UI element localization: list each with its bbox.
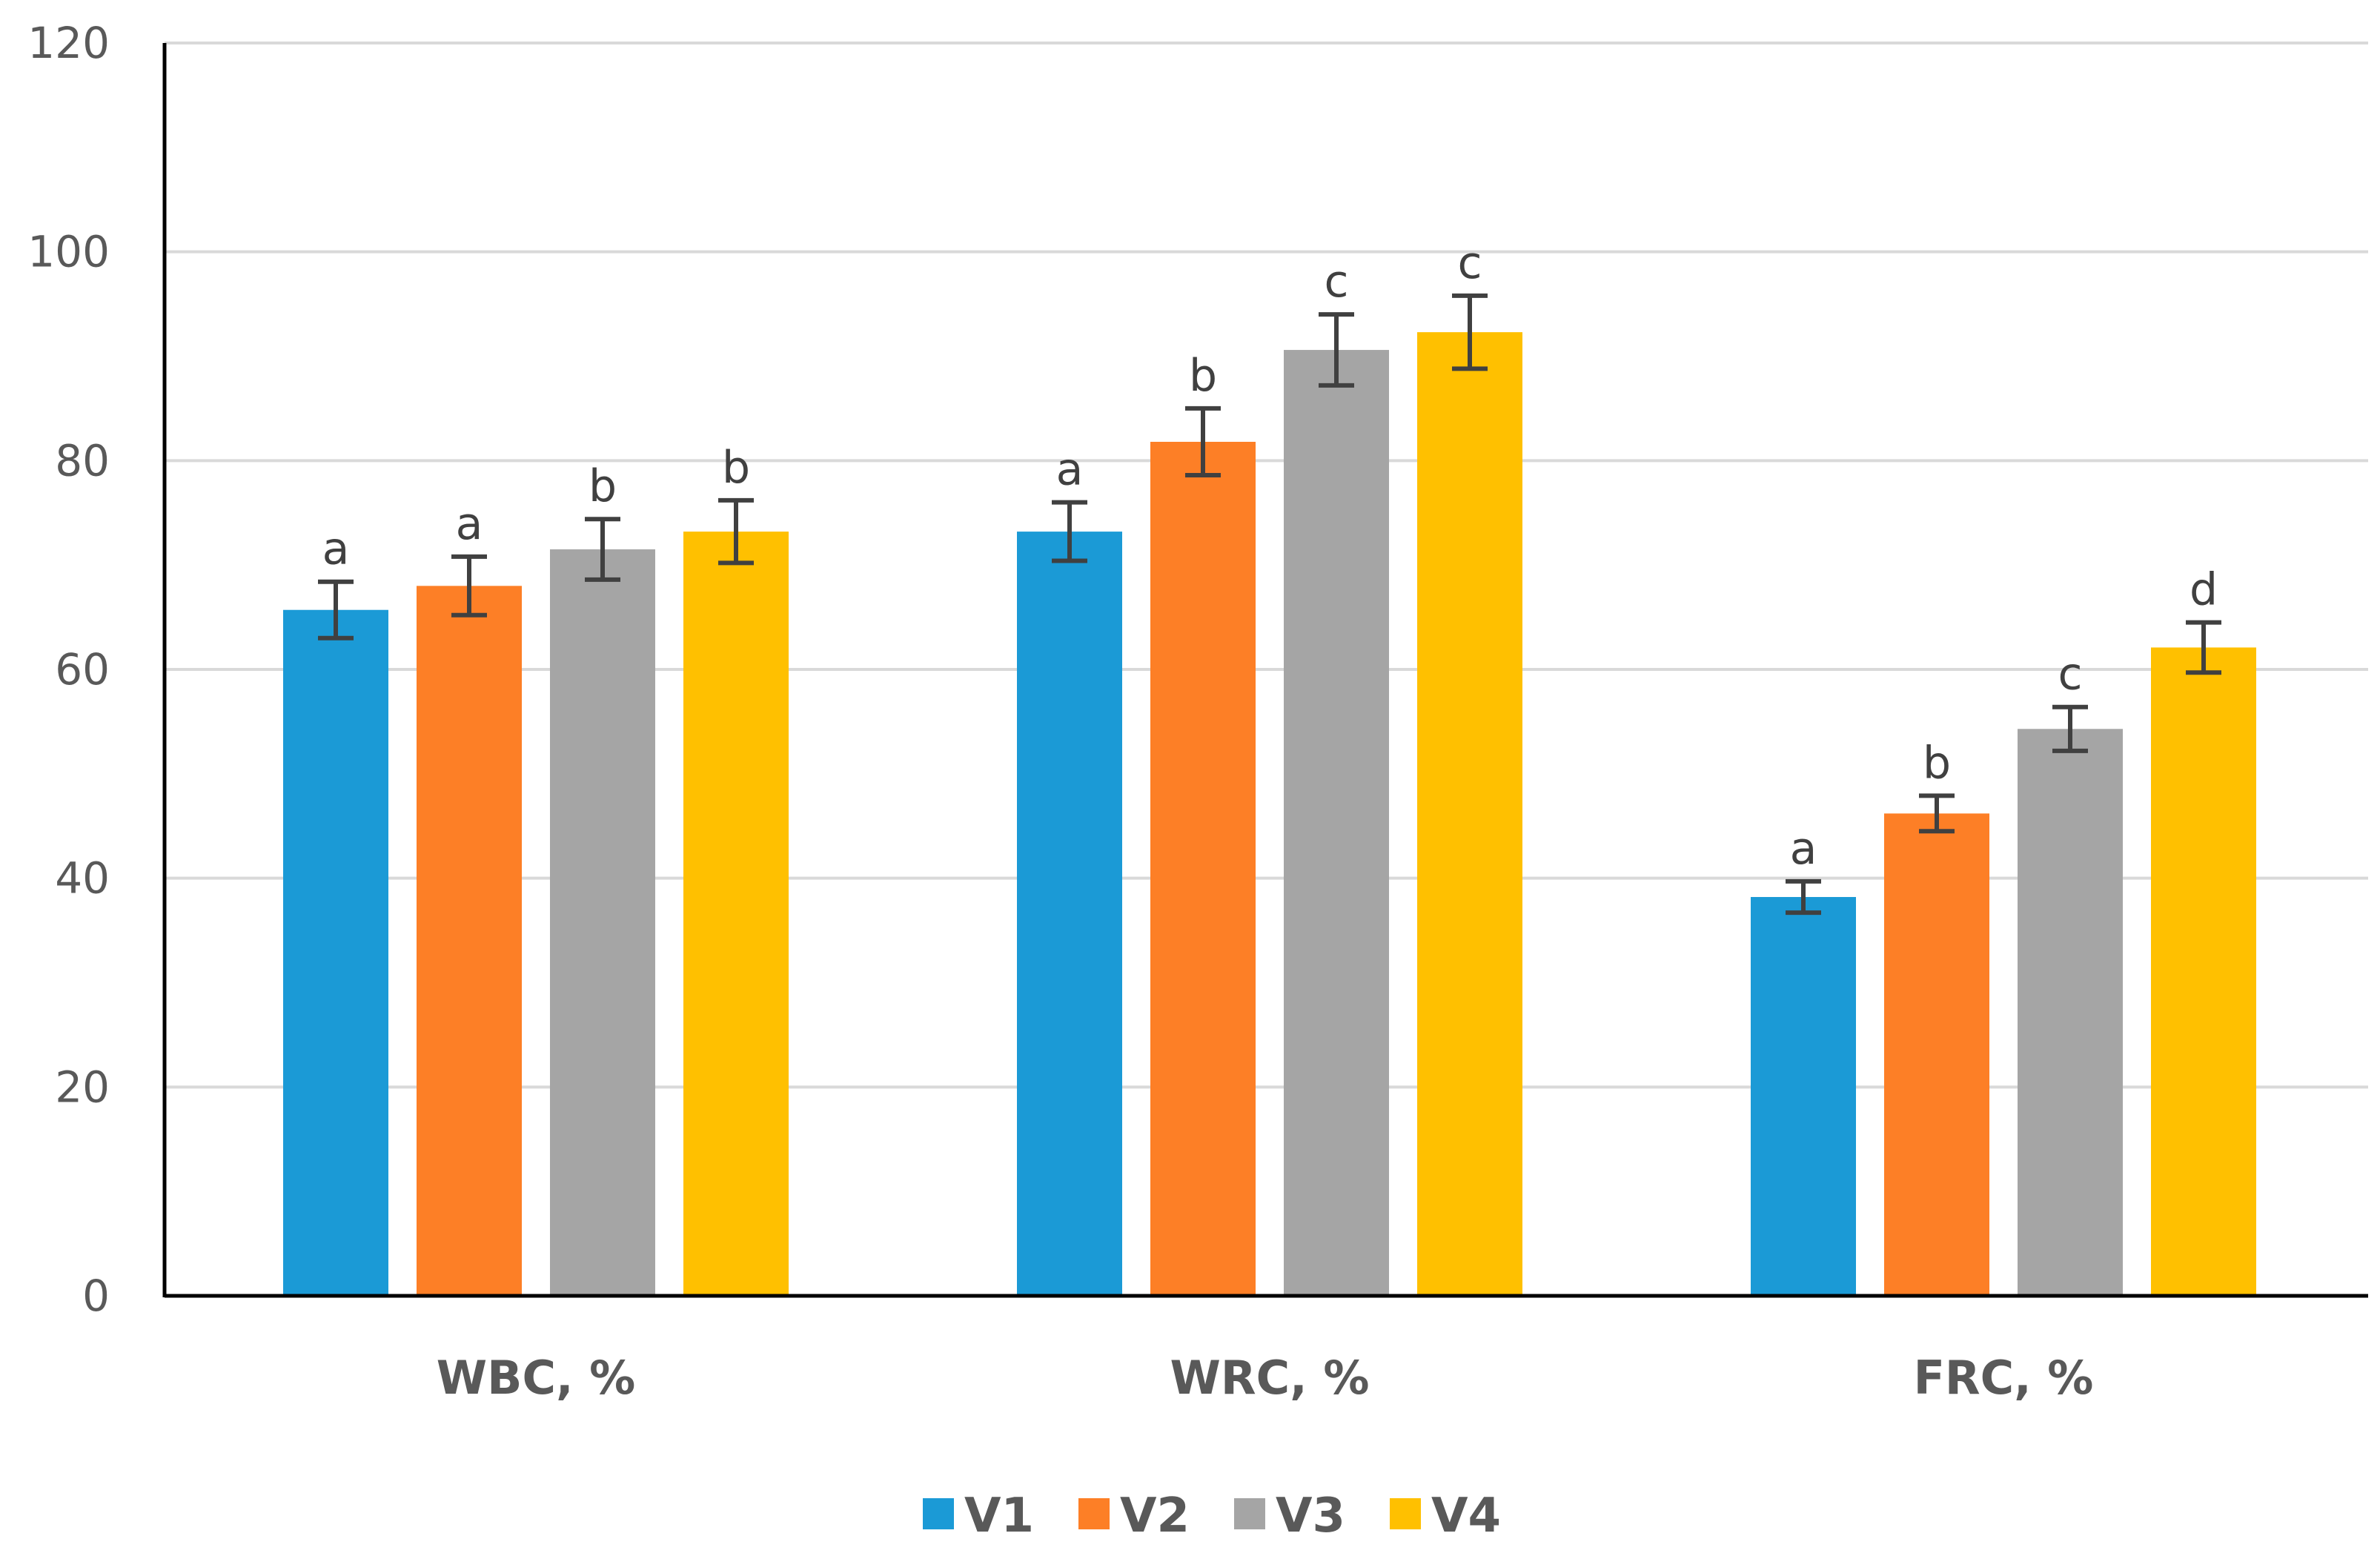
y-tick-label: 120 (27, 18, 110, 68)
legend-swatch-v2 (1078, 1498, 1110, 1529)
bar-v2-1 (417, 586, 522, 1296)
legend-swatch-v4 (1390, 1498, 1421, 1529)
significance-letter: c (1325, 256, 1349, 308)
bar-v4-3 (2151, 647, 2256, 1296)
significance-letter: b (1923, 737, 1951, 789)
y-tick-label: 60 (55, 644, 110, 695)
significance-letter: a (322, 523, 350, 575)
bar-v3-1 (550, 549, 655, 1296)
bar-v4-1 (683, 532, 789, 1296)
x-category-label: WRC, % (1170, 1351, 1370, 1405)
legend: V1 V2 V3 V4 (923, 1489, 1501, 1543)
significance-letter: a (1790, 823, 1817, 875)
error-bars (318, 293, 2221, 916)
significance-letter: c (1458, 237, 1482, 289)
significance-letters: a a b b a b c c a b c d (322, 237, 2218, 875)
bar-v1-1 (283, 609, 388, 1296)
x-axis-category-labels: WBC, % WRC, % FRC, % (437, 1351, 2094, 1405)
significance-letter: d (2190, 564, 2218, 616)
y-tick-label: 20 (55, 1062, 110, 1112)
y-tick-label: 0 (82, 1271, 110, 1321)
bar-v3-2 (1284, 350, 1389, 1296)
bar-v2-3 (1884, 813, 1989, 1296)
gridlines (165, 42, 2368, 1089)
legend-label-v1: V1 (964, 1489, 1034, 1543)
y-tick-label: 80 (55, 435, 110, 486)
bars (283, 332, 2256, 1296)
significance-letter: a (1056, 444, 1084, 496)
significance-letter: c (2058, 649, 2083, 701)
x-category-label: WBC, % (437, 1351, 635, 1405)
bar-v1-3 (1751, 897, 1856, 1296)
y-tick-label: 40 (55, 853, 110, 904)
legend-label-v4: V4 (1431, 1489, 1501, 1543)
significance-letter: a (456, 498, 483, 550)
axes (162, 43, 2368, 1298)
legend-swatch-v1 (923, 1498, 954, 1529)
y-tick-label: 100 (27, 227, 110, 277)
x-category-label: FRC, % (1914, 1351, 2094, 1405)
bar-v1-2 (1017, 532, 1122, 1296)
significance-letter: b (589, 460, 617, 512)
legend-label-v2: V2 (1120, 1489, 1190, 1543)
y-axis-ticks: 0 20 40 60 80 100 120 (27, 18, 110, 1321)
bar-v2-2 (1150, 441, 1256, 1296)
significance-letter: b (1189, 350, 1217, 402)
legend-swatch-v3 (1234, 1498, 1265, 1529)
significance-letter: b (722, 442, 750, 494)
bar-v3-3 (2018, 729, 2123, 1296)
legend-label-v3: V3 (1276, 1489, 1345, 1543)
bar-v4-2 (1417, 332, 1522, 1296)
